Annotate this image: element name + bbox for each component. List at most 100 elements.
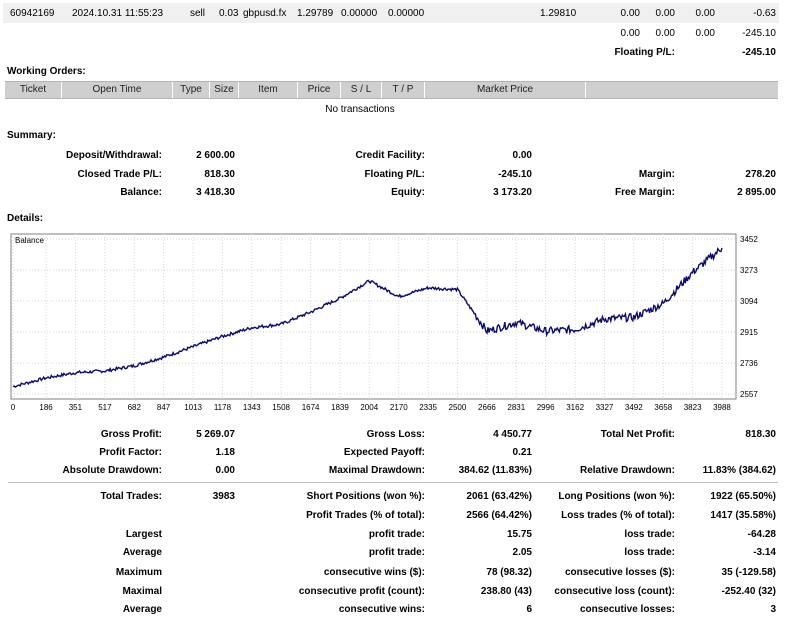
summary-title: Summary:: [7, 130, 56, 141]
position-sl: 0.00000: [341, 8, 378, 19]
position-tp: 0.00000: [388, 8, 425, 19]
avg-consec-losses-label: consecutive losses:: [579, 604, 675, 615]
balance-value: 3 418.30: [196, 187, 235, 198]
chart-y-ticks: 3452 3273 3094 2915 2736 2557: [740, 235, 758, 399]
equity-value: 3 173.20: [493, 187, 532, 198]
chart-x-tick-label: 0: [11, 403, 16, 412]
chart-grid: [11, 234, 736, 399]
short-positions-label: Short Positions (won %):: [306, 491, 425, 502]
net-profit-label: Total Net Profit:: [600, 429, 675, 440]
chart-x-tick-label: 1839: [331, 403, 349, 412]
position-ticket: 60942169: [10, 8, 55, 19]
chart-x-tick-label: 682: [128, 403, 142, 412]
col-item[interactable]: Item: [239, 82, 298, 98]
avg-consec-wins-label: consecutive wins:: [338, 604, 425, 615]
rel-drawdown-value: 11.83% (384.62): [702, 465, 776, 476]
credit-label: Credit Facility:: [355, 150, 425, 161]
col-size[interactable]: Size: [210, 82, 239, 98]
short-positions-value: 2061 (63.42%): [466, 491, 532, 502]
total-taxes: 0.00: [655, 28, 675, 39]
free-margin-label: Free Margin:: [614, 187, 675, 198]
gross-loss-value: 4 450.77: [493, 429, 532, 440]
no-transactions-text: No transactions: [325, 104, 395, 115]
margin-label: Margin:: [638, 169, 675, 180]
summary-floating-label: Floating P/L:: [364, 169, 425, 180]
maximal-label: Maximal: [122, 586, 162, 597]
chart-y-tick-label: 3094: [740, 297, 758, 306]
chart-x-tick-label: 1343: [243, 403, 261, 412]
col-type[interactable]: Type: [173, 82, 210, 98]
working-orders-title: Working Orders:: [7, 66, 86, 77]
chart-y-tick-label: 2736: [740, 359, 758, 368]
position-profit: -0.63: [753, 8, 776, 19]
total-trades-value: 3983: [212, 491, 235, 502]
total-trades-label: Total Trades:: [100, 491, 163, 502]
chart-x-tick-label: 1674: [302, 403, 320, 412]
working-orders-header: Ticket Open Time Type Size Item Price S …: [5, 81, 778, 99]
avg-consec-losses-value: 3: [770, 604, 776, 615]
balance-line: [12, 247, 723, 388]
long-positions-value: 1922 (65.50%): [710, 491, 776, 502]
col-open-time[interactable]: Open Time: [62, 82, 173, 98]
chart-y-tick-label: 3273: [740, 266, 758, 275]
col-ticket[interactable]: Ticket: [5, 82, 62, 98]
chart-x-tick-label: 2004: [360, 403, 378, 412]
position-market-price: 1.29810: [540, 8, 577, 19]
expected-payoff-label: Expected Payoff:: [343, 447, 425, 458]
profit-trades-label: Profit Trades (% of total):: [306, 510, 425, 521]
floating-pl-label: Floating P/L:: [614, 47, 675, 58]
margin-value: 278.20: [745, 169, 776, 180]
chart-y-tick-label: 2557: [740, 390, 758, 399]
details-title: Details:: [7, 213, 44, 224]
chart-x-tick-label: 2500: [449, 403, 467, 412]
chart-x-tick-label: 3327: [596, 403, 614, 412]
abs-drawdown-value: 0.00: [215, 465, 235, 476]
chart-x-tick-label: 3658: [654, 403, 672, 412]
maximal-consec-loss-label: consecutive loss (count):: [554, 586, 675, 597]
max-consec-wins-value: 78 (98.32): [486, 567, 532, 578]
chart-x-tick-label: 3492: [625, 403, 643, 412]
chart-x-tick-label: 186: [39, 403, 53, 412]
avg-consec-wins-value: 6: [526, 604, 532, 615]
chart-x-tick-label: 351: [69, 403, 83, 412]
total-commission: 0.00: [620, 28, 640, 39]
max-drawdown-value: 384.62 (11.83%): [458, 465, 532, 476]
max-consec-losses-value: 35 (-129.58): [721, 567, 776, 578]
chart-x-tick-label: 2666: [478, 403, 496, 412]
rel-drawdown-label: Relative Drawdown:: [579, 465, 675, 476]
col-tp[interactable]: T / P: [382, 82, 425, 98]
gross-profit-value: 5 269.07: [196, 429, 235, 440]
open-position-row[interactable]: [3, 3, 779, 23]
chart-x-tick-label: 1178: [214, 403, 232, 412]
chart-x-tick-label: 847: [157, 403, 171, 412]
chart-x-tick-label: 2831: [507, 403, 525, 412]
chart-x-tick-label: 1013: [184, 403, 202, 412]
chart-legend-label: Balance: [15, 236, 44, 245]
net-profit-value: 818.30: [745, 429, 776, 440]
maximum-label: Maximum: [115, 567, 162, 578]
chart-x-tick-label: 2170: [390, 403, 408, 412]
long-positions-label: Long Positions (won %):: [558, 491, 675, 502]
position-type: sell: [190, 8, 206, 19]
chart-x-tick-label: 2335: [419, 403, 437, 412]
gross-loss-label: Gross Loss:: [366, 429, 425, 440]
closed-pl-value: 818.30: [204, 169, 235, 180]
col-sl[interactable]: S / L: [341, 82, 382, 98]
largest-profit-label: profit trade:: [368, 529, 425, 540]
credit-value: 0.00: [512, 150, 532, 161]
chart-x-tick-label: 3988: [713, 403, 731, 412]
average-label: Average: [122, 547, 162, 558]
max-consec-wins-label: consecutive wins ($):: [323, 567, 425, 578]
chart-y-tick-label: 2915: [740, 328, 758, 337]
closed-pl-label: Closed Trade P/L:: [77, 169, 162, 180]
col-price[interactable]: Price: [298, 82, 341, 98]
avg-profit-value: 2.05: [512, 547, 532, 558]
avg-profit-label: profit trade:: [368, 547, 425, 558]
maximal-consec-loss-value: -252.40 (32): [721, 586, 776, 597]
expected-payoff-value: 0.21: [512, 447, 532, 458]
chart-y-tick-label: 3452: [740, 235, 758, 244]
deposit-label: Deposit/Withdrawal:: [65, 150, 162, 161]
position-taxes: 0.00: [655, 8, 675, 19]
profit-factor-label: Profit Factor:: [99, 447, 162, 458]
col-market-price[interactable]: Market Price: [425, 82, 586, 98]
